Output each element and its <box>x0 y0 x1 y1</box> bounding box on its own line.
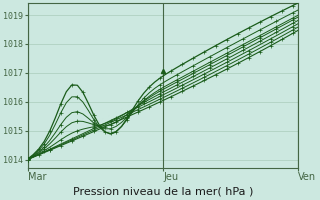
X-axis label: Pression niveau de la mer( hPa ): Pression niveau de la mer( hPa ) <box>73 187 253 197</box>
